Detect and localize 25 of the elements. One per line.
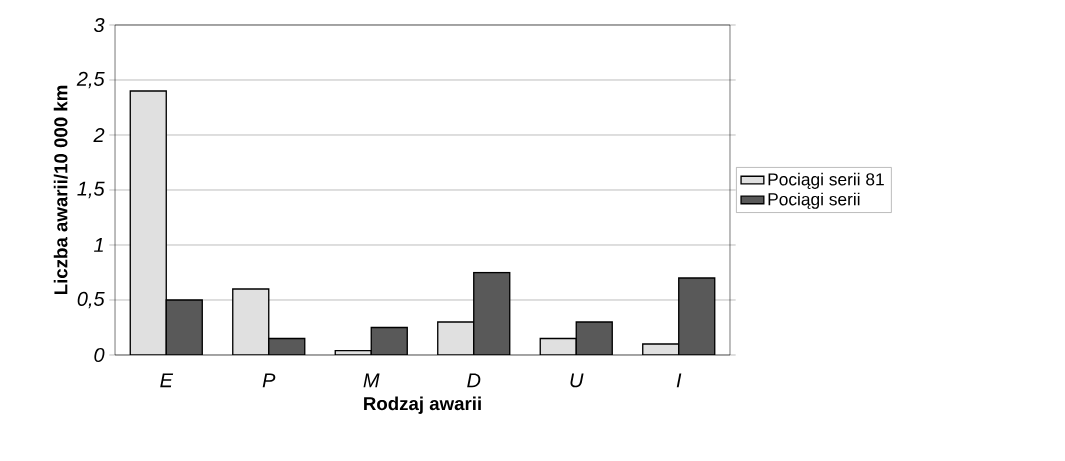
y-tick-label: 0 — [94, 347, 105, 363]
x-tick-label: P — [262, 373, 276, 388]
bar — [473, 272, 510, 355]
bar — [678, 277, 716, 355]
legend-label: Pociągi serii — [768, 192, 860, 209]
x-tick-label: U — [570, 373, 584, 388]
y-tick-label: 3 — [93, 17, 105, 33]
bar — [437, 321, 474, 355]
bar — [371, 327, 408, 355]
y-tick-label: 1 — [94, 238, 103, 252]
bar — [130, 91, 167, 355]
bar — [166, 299, 203, 355]
y-axis-title: Liczba awarii/10 000 km — [53, 85, 68, 295]
x-tick-label: D — [467, 373, 481, 388]
bar — [576, 321, 613, 355]
x-tick-label: I — [676, 373, 682, 388]
y-tick-label: 1,5 — [77, 181, 105, 199]
y-tick-label: 2 — [93, 128, 105, 142]
legend-label: Pociągi serii 81 — [768, 172, 884, 189]
y-tick-label: 0,5 — [77, 291, 105, 309]
y-tick-label: 2,5 — [76, 71, 105, 89]
bar — [232, 288, 269, 355]
x-tick-label: E — [160, 373, 174, 388]
x-axis-title: Rodzaj awarii — [364, 396, 481, 414]
x-tick-label: M — [363, 373, 380, 388]
